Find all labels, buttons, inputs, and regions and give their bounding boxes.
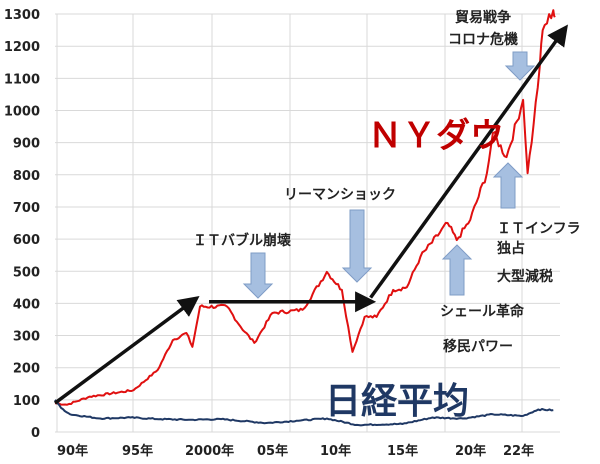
annotation-lehman: リーマンショック — [284, 187, 396, 203]
y-tick-label: 300 — [13, 330, 40, 345]
arrow-down-icon — [341, 209, 373, 283]
series-line-ny-dow — [54, 9, 556, 406]
y-tick-label: 700 — [13, 201, 40, 216]
y-tick-label: 500 — [13, 265, 40, 280]
annotation-it-infra: ＩＴインフラ — [497, 221, 581, 237]
series-label-ny-dow: ＮＹダウ — [368, 116, 504, 156]
x-tick-label: 10年 — [320, 444, 352, 459]
y-tick-label: 1100 — [4, 72, 40, 87]
y-tick-label: 1200 — [4, 40, 40, 55]
series-line-nikkei — [54, 399, 554, 427]
y-tick-label: 0 — [31, 426, 40, 441]
annotation-it-bubble: ＩＴバブル崩壊 — [193, 233, 291, 249]
y-tick-label: 200 — [13, 362, 40, 377]
arrow-up-icon — [441, 244, 473, 296]
annotation-corona: コロナ危機 — [448, 32, 518, 48]
y-tick-label: 400 — [13, 297, 40, 312]
y-tick-label: 100 — [13, 394, 40, 409]
y-tick-label: 800 — [13, 169, 40, 184]
arrow-down-icon — [504, 51, 536, 81]
trend-arrow — [53, 296, 200, 405]
x-tick-label: 95年 — [122, 444, 154, 459]
x-tick-label: 15年 — [387, 444, 419, 459]
x-tick-label: 05年 — [257, 444, 289, 459]
annotation-trade-war: 貿易戦争 — [455, 10, 511, 26]
arrow-down-icon — [242, 252, 274, 299]
series-label-nikkei: 日経平均 — [325, 381, 470, 422]
x-tick-label: 22年 — [503, 444, 535, 459]
annotation-shale: シェール革命 — [440, 304, 524, 320]
x-tick-label: 20年 — [455, 444, 487, 459]
x-tick-label: 2000年 — [185, 444, 235, 459]
y-tick-label: 1300 — [4, 8, 40, 23]
trend-arrow — [369, 24, 568, 299]
annotation-immigrant: 移民パワー — [443, 339, 513, 355]
y-tick-label: 600 — [13, 233, 40, 248]
x-tick-label: 90年 — [57, 444, 89, 459]
y-tick-label: 1000 — [4, 105, 40, 120]
annotation-tax-cut: 大型減税 — [497, 269, 553, 285]
y-tick-label: 900 — [13, 137, 40, 152]
annotation-monopoly: 独占 — [497, 241, 525, 257]
arrow-up-icon — [492, 162, 524, 209]
